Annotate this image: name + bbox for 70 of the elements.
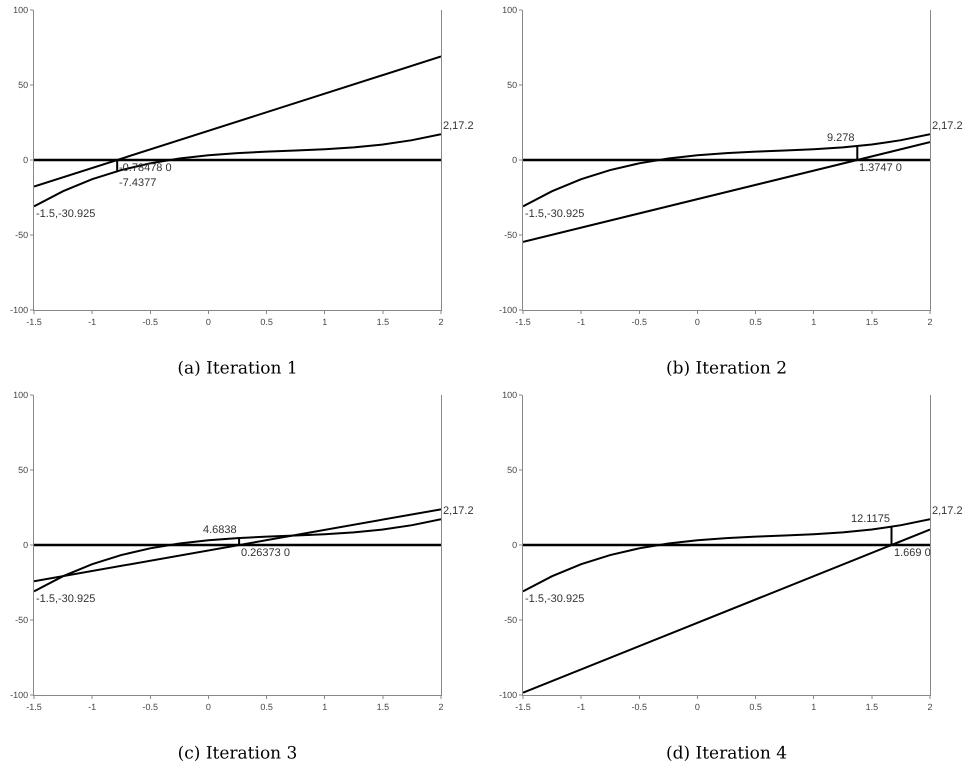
x-tick-label: 0.5 bbox=[749, 316, 762, 327]
y-tick-label: -50 bbox=[504, 615, 518, 626]
x-tick-label: 1.5 bbox=[866, 316, 878, 327]
text: (d) Iteration 4 bbox=[666, 743, 788, 764]
x-tick-label: 0.5 bbox=[260, 316, 273, 327]
y-tick-label: -50 bbox=[504, 230, 518, 240]
x-tick-label: -1.5 bbox=[26, 316, 42, 327]
x-tick-label: -1 bbox=[577, 702, 586, 712]
x-tick-label: -1 bbox=[577, 316, 586, 327]
x-tick-label: 1 bbox=[811, 702, 816, 712]
x-tick-label: 1 bbox=[811, 316, 816, 327]
text: (a) Iteration 1 bbox=[177, 358, 298, 378]
y-tick-label: 100 bbox=[13, 5, 28, 16]
y-tick-label: -100 bbox=[10, 305, 28, 316]
x-tick-label: 2 bbox=[927, 316, 933, 327]
x-tick-label: 1 bbox=[322, 316, 328, 327]
x-tick-label: 1.5 bbox=[866, 702, 878, 712]
x-tick-label: 2 bbox=[438, 702, 444, 712]
annotation: 2,17.2 bbox=[443, 120, 474, 132]
annotation: 12.1175 bbox=[851, 513, 890, 525]
x-tick-label: 0 bbox=[206, 316, 211, 327]
annotation: -1.5,-30.925 bbox=[36, 208, 96, 220]
y-tick-label: 50 bbox=[18, 465, 28, 476]
annotation: 2,17.2 bbox=[443, 505, 474, 517]
x-tick-label: 0.5 bbox=[260, 702, 273, 712]
x-tick-label: -1 bbox=[88, 702, 96, 712]
annotation: -1.5,-30.925 bbox=[525, 208, 584, 220]
y-tick-label: -100 bbox=[10, 690, 28, 700]
annotation: -1.5,-30.925 bbox=[525, 593, 584, 605]
y-tick-label: -50 bbox=[15, 230, 28, 240]
x-tick-label: 0 bbox=[694, 702, 700, 712]
x-tick-label: -1.5 bbox=[26, 702, 42, 712]
x-tick-label: -1 bbox=[88, 316, 96, 327]
x-tick-label: -0.5 bbox=[632, 702, 648, 712]
x-tick-label: 2 bbox=[927, 702, 933, 712]
y-tick-label: 100 bbox=[502, 5, 518, 16]
annotation: 2,17.2 bbox=[932, 505, 963, 517]
annotation: 0.26373 0 bbox=[241, 547, 290, 559]
x-tick-label: 0 bbox=[694, 316, 700, 327]
annotation: -7.4377 bbox=[119, 177, 156, 189]
annotation: 9.278 bbox=[827, 132, 855, 144]
y-tick-label: -100 bbox=[499, 305, 518, 316]
y-tick-label: 0 bbox=[512, 155, 518, 166]
x-tick-label: -0.5 bbox=[142, 702, 158, 712]
y-tick-label: 100 bbox=[502, 390, 518, 400]
x-tick-label: 1 bbox=[322, 702, 328, 712]
annotation: -1.5,-30.925 bbox=[36, 593, 96, 605]
y-tick-label: 0 bbox=[23, 155, 28, 166]
y-tick-label: 0 bbox=[512, 540, 518, 550]
x-tick-label: -0.5 bbox=[142, 316, 158, 327]
x-tick-label: -1.5 bbox=[515, 316, 531, 327]
x-tick-label: 0 bbox=[206, 702, 211, 712]
text: (b) Iteration 2 bbox=[666, 358, 788, 378]
y-tick-label: 50 bbox=[507, 465, 518, 476]
y-tick-label: -50 bbox=[15, 615, 28, 626]
x-tick-label: 1.5 bbox=[376, 702, 390, 712]
x-tick-label: -1.5 bbox=[515, 702, 531, 712]
annotation: 1.3747 0 bbox=[859, 162, 902, 174]
y-tick-label: 0 bbox=[23, 540, 28, 550]
x-tick-label: 0.5 bbox=[749, 702, 762, 712]
annotation: 4.6838 bbox=[203, 524, 237, 536]
annotation: 2,17.2 bbox=[932, 120, 963, 132]
x-tick-label: -0.5 bbox=[632, 316, 648, 327]
y-tick-label: -100 bbox=[499, 690, 518, 700]
text: (c) Iteration 3 bbox=[178, 743, 298, 764]
x-tick-label: 1.5 bbox=[376, 316, 390, 327]
y-tick-label: 50 bbox=[507, 80, 518, 90]
y-tick-label: 50 bbox=[18, 80, 28, 90]
y-tick-label: 100 bbox=[13, 390, 28, 400]
x-tick-label: 2 bbox=[438, 316, 444, 327]
